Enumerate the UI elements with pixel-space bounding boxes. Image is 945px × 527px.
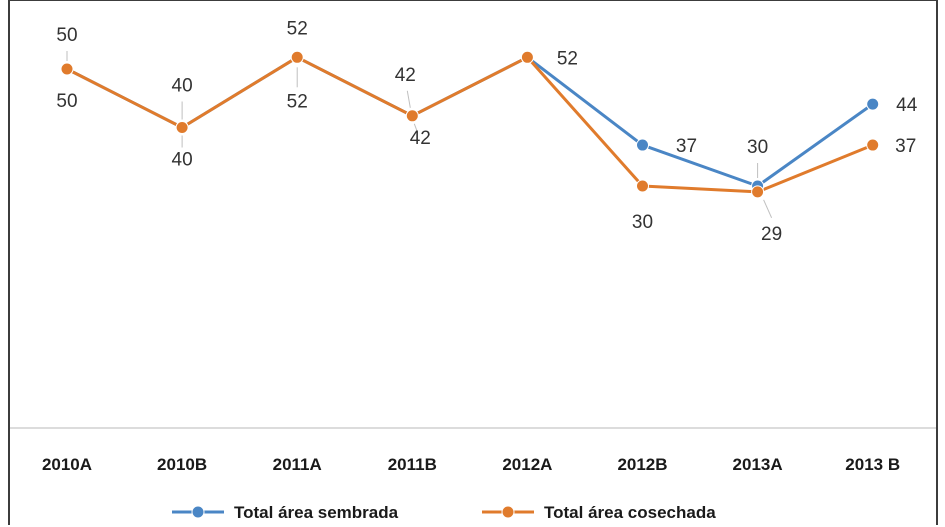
series-2-point-2010B [175, 121, 189, 134]
data-label-1-2012B: 37 [676, 136, 697, 157]
series-layer [60, 50, 880, 199]
label-leader-line [413, 123, 418, 132]
series-2-point-2013 B [866, 138, 880, 152]
x-tick-label: 2010B [157, 455, 207, 474]
series-2-point-2011A [290, 50, 304, 64]
x-tick-label: 2012B [617, 455, 667, 474]
data-label-2-2013A: 29 [761, 224, 782, 245]
series-2-point-2012B [636, 179, 649, 193]
label-leader-line [763, 199, 773, 219]
x-tick-label: 2013 B [845, 455, 900, 474]
series-2-point-2012A [520, 50, 534, 64]
data-label-1-2010B: 40 [172, 76, 193, 97]
legend-swatch-marker [191, 505, 205, 519]
series-1-point-2013 B [866, 97, 880, 111]
data-label-1-2012A: 52 [557, 48, 578, 69]
data-label-1-2013 B: 44 [896, 95, 918, 116]
x-tick-label: 2011B [388, 455, 437, 474]
label-leader-line [406, 90, 411, 108]
series-2-point-2010A [60, 62, 74, 76]
legend-item-1: Total área sembrada [172, 503, 399, 522]
data-label-2-2010B: 40 [172, 150, 193, 171]
data-label-1-2011A: 52 [287, 18, 308, 39]
legend-label: Total área cosechada [544, 503, 716, 522]
x-tick-label: 2013A [733, 455, 783, 474]
x-tick-layer: 2010A 2010B 2011A 2011B 2012A 2012B 2013A 2013 … [42, 455, 900, 474]
data-label-layer: 50 40 52 42 52 37 30 44 50 40 52 42 30 29 37 [56, 18, 917, 245]
chart-frame [8, 0, 938, 525]
x-tick-label: 2010A [42, 455, 92, 474]
x-tick-label: 2012A [502, 455, 552, 474]
data-label-2-2011A: 52 [287, 91, 308, 112]
legend-swatch-marker [501, 505, 515, 519]
series-2-point-2011B [405, 109, 419, 123]
data-label-1-2010A: 50 [56, 25, 77, 46]
data-label-2-2010A: 50 [56, 91, 77, 112]
data-label-2-2013 B: 37 [895, 136, 916, 157]
legend-item-2: Total área cosechada [482, 503, 716, 522]
data-label-1-2013A: 30 [747, 137, 768, 158]
series-line-2 [66, 55, 874, 194]
legend: Total área sembrada Total área cosechada [172, 503, 716, 522]
data-label-2-2012B: 30 [632, 212, 653, 233]
data-label-1-2011B: 42 [395, 65, 416, 86]
data-label-2-2011B: 42 [410, 128, 431, 149]
series-1-point-2012B [636, 138, 649, 152]
x-tick-label: 2011A [273, 455, 322, 474]
legend-label: Total área sembrada [234, 503, 399, 522]
series-2-point-2013A [751, 185, 765, 199]
